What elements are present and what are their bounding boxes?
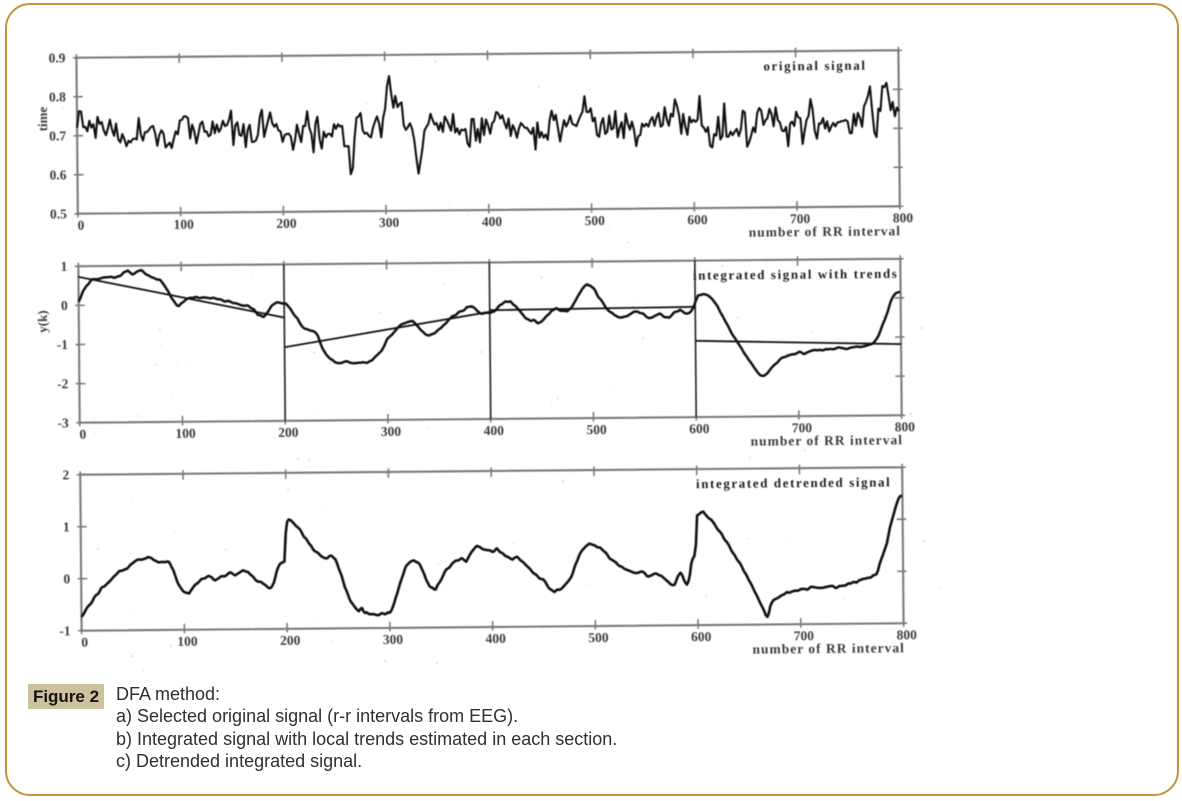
svg-text:800: 800 (896, 627, 917, 642)
svg-text:1: 1 (60, 259, 67, 274)
svg-text:300: 300 (379, 215, 400, 230)
svg-text:600: 600 (691, 629, 712, 644)
svg-text:0: 0 (63, 571, 70, 586)
svg-text:500: 500 (585, 213, 606, 228)
svg-text:100: 100 (177, 634, 198, 649)
svg-text:100: 100 (174, 217, 195, 232)
svg-text:200: 200 (278, 425, 299, 440)
svg-text:800: 800 (895, 419, 916, 434)
svg-text:-2: -2 (57, 376, 69, 391)
svg-text:200: 200 (276, 216, 297, 231)
svg-text:300: 300 (381, 424, 402, 439)
svg-text:number of RR interval: number of RR interval (752, 640, 905, 656)
svg-text:0: 0 (77, 218, 84, 233)
svg-text:0: 0 (79, 427, 86, 442)
svg-text:0.7: 0.7 (49, 128, 66, 143)
svg-text:600: 600 (687, 212, 708, 227)
svg-text:0.5: 0.5 (50, 206, 67, 221)
svg-text:0.6: 0.6 (50, 167, 67, 182)
svg-text:-1: -1 (57, 337, 69, 352)
svg-text:400: 400 (484, 423, 505, 438)
svg-text:500: 500 (588, 630, 609, 645)
svg-text:0.9: 0.9 (48, 50, 65, 65)
svg-text:0: 0 (61, 298, 68, 313)
svg-text:700: 700 (794, 628, 815, 643)
svg-text:number of RR interval: number of RR interval (750, 432, 903, 448)
svg-text:0: 0 (81, 635, 88, 650)
svg-text:100: 100 (175, 426, 196, 441)
svg-text:y(k): y(k) (35, 310, 50, 333)
svg-text:400: 400 (486, 631, 507, 646)
svg-text:400: 400 (482, 214, 503, 229)
svg-text:-1: -1 (59, 623, 71, 638)
svg-text:500: 500 (586, 422, 607, 437)
svg-text:integrated signal with trends: integrated signal with trends (693, 266, 899, 283)
svg-text:integrated detrended signal: integrated detrended signal (696, 474, 891, 491)
svg-text:1: 1 (63, 519, 70, 534)
svg-text:original signal: original signal (763, 58, 866, 74)
svg-text:700: 700 (792, 420, 813, 435)
svg-text:0.8: 0.8 (49, 89, 66, 104)
svg-text:700: 700 (790, 211, 811, 226)
svg-text:-3: -3 (57, 415, 69, 430)
svg-text:300: 300 (383, 632, 404, 647)
svg-text:2: 2 (62, 467, 69, 482)
svg-text:800: 800 (893, 210, 914, 225)
svg-text:time: time (35, 106, 50, 131)
svg-text:200: 200 (280, 633, 301, 648)
svg-text:600: 600 (689, 421, 710, 436)
svg-text:number of RR interval: number of RR interval (749, 223, 902, 239)
